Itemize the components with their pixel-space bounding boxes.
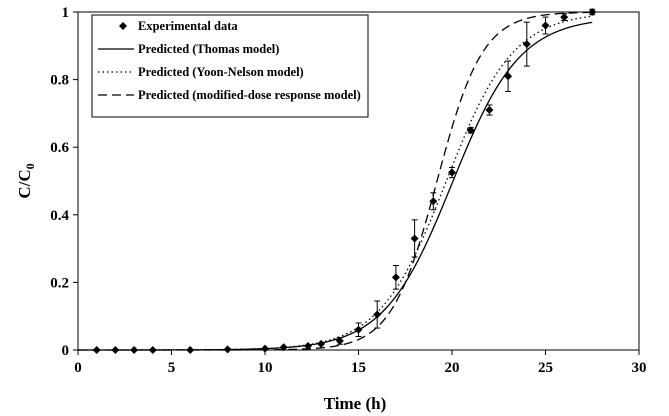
y-tick-label: 0.6 xyxy=(50,140,69,156)
model-curves xyxy=(78,11,593,351)
data-point xyxy=(391,273,400,282)
data-point xyxy=(588,8,597,16)
data-point xyxy=(429,197,438,206)
x-tick-label: 30 xyxy=(632,360,647,376)
model-curve-dashed xyxy=(78,11,593,351)
y-axis-title-subscript: 0 xyxy=(23,163,37,169)
legend-label: Experimental data xyxy=(138,19,238,33)
x-tick-label: 15 xyxy=(351,360,366,376)
y-tick-label: 0.8 xyxy=(50,73,69,89)
data-point xyxy=(541,21,550,30)
legend-marker-diamond xyxy=(119,22,127,30)
data-point xyxy=(485,106,494,115)
data-point xyxy=(504,72,513,81)
data-point xyxy=(261,344,269,353)
data-point xyxy=(410,234,419,243)
data-point xyxy=(148,346,157,354)
x-tick-label: 0 xyxy=(74,360,82,376)
data-point xyxy=(130,346,139,354)
legend-label: Predicted (modified-dose response model) xyxy=(138,88,361,102)
y-tick-label: 0 xyxy=(62,343,70,359)
data-point xyxy=(223,345,232,354)
data-point xyxy=(560,13,569,22)
y-axis-title-main: C/C xyxy=(15,169,34,198)
data-point xyxy=(317,339,326,348)
data-point xyxy=(304,341,313,350)
y-tick-label: 0.2 xyxy=(50,275,69,291)
data-point xyxy=(522,40,531,49)
x-tick-label: 20 xyxy=(445,360,460,376)
data-point xyxy=(335,336,344,345)
data-point xyxy=(466,126,475,135)
x-tick-label: 10 xyxy=(258,360,273,376)
legend-label: Predicted (Thomas model) xyxy=(138,42,279,56)
x-tick-label: 25 xyxy=(538,360,553,376)
data-point xyxy=(92,346,101,354)
x-axis-title: Time (h) xyxy=(324,394,387,413)
y-tick-label: 0.4 xyxy=(50,208,69,224)
y-tick-label: 1 xyxy=(62,5,70,21)
data-point xyxy=(373,310,382,319)
x-tick-label: 5 xyxy=(168,360,176,376)
axis-ticks: 0 5 10 15 20 25 30 0 0.2 0.4 0.6 0.8 1 xyxy=(50,5,646,376)
data-point xyxy=(354,325,363,334)
data-point xyxy=(186,346,195,354)
data-point xyxy=(111,346,120,354)
y-axis-title: C/C0 xyxy=(15,163,37,198)
data-point xyxy=(448,168,456,177)
legend-label: Predicted (Yoon-Nelson model) xyxy=(138,65,304,79)
experimental-points xyxy=(92,8,597,354)
data-point xyxy=(279,343,288,352)
legend-box xyxy=(91,14,369,118)
legend: Experimental data Predicted (Thomas model… xyxy=(91,14,369,118)
